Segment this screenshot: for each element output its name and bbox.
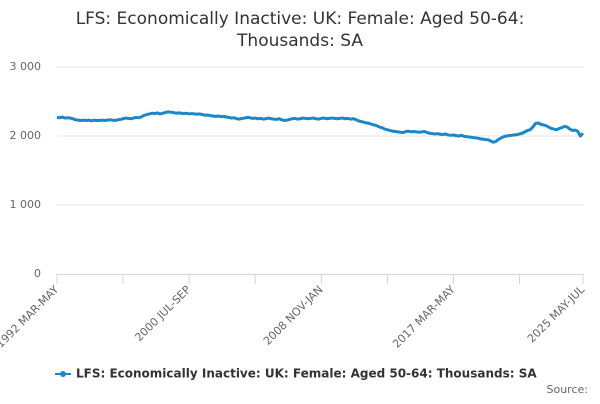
series-line [56, 110, 585, 144]
legend-label: LFS: Economically Inactive: UK: Female: … [76, 367, 537, 381]
legend-marker [60, 371, 66, 377]
x-tick-label: 1992 MAR-MAY [0, 283, 61, 351]
y-tick-label: 0 [34, 267, 41, 280]
y-tick-label: 3 000 [10, 60, 42, 73]
x-tick-label: 2025 MAY-JUL [525, 282, 588, 345]
chart-subtitle: Thousands: SA [236, 31, 363, 51]
y-tick-label: 2 000 [10, 129, 42, 142]
source: Source: [547, 383, 589, 396]
chart-title: LFS: Economically Inactive: UK: Female: … [76, 9, 525, 29]
y-tick-label: 1 000 [10, 198, 42, 211]
x-tick-label: 2000 JUL-SEP [132, 283, 193, 344]
x-tick-label: 2008 NOV-JAN [261, 283, 326, 348]
x-tick-label: 2017 MAR-MAY [390, 283, 458, 351]
